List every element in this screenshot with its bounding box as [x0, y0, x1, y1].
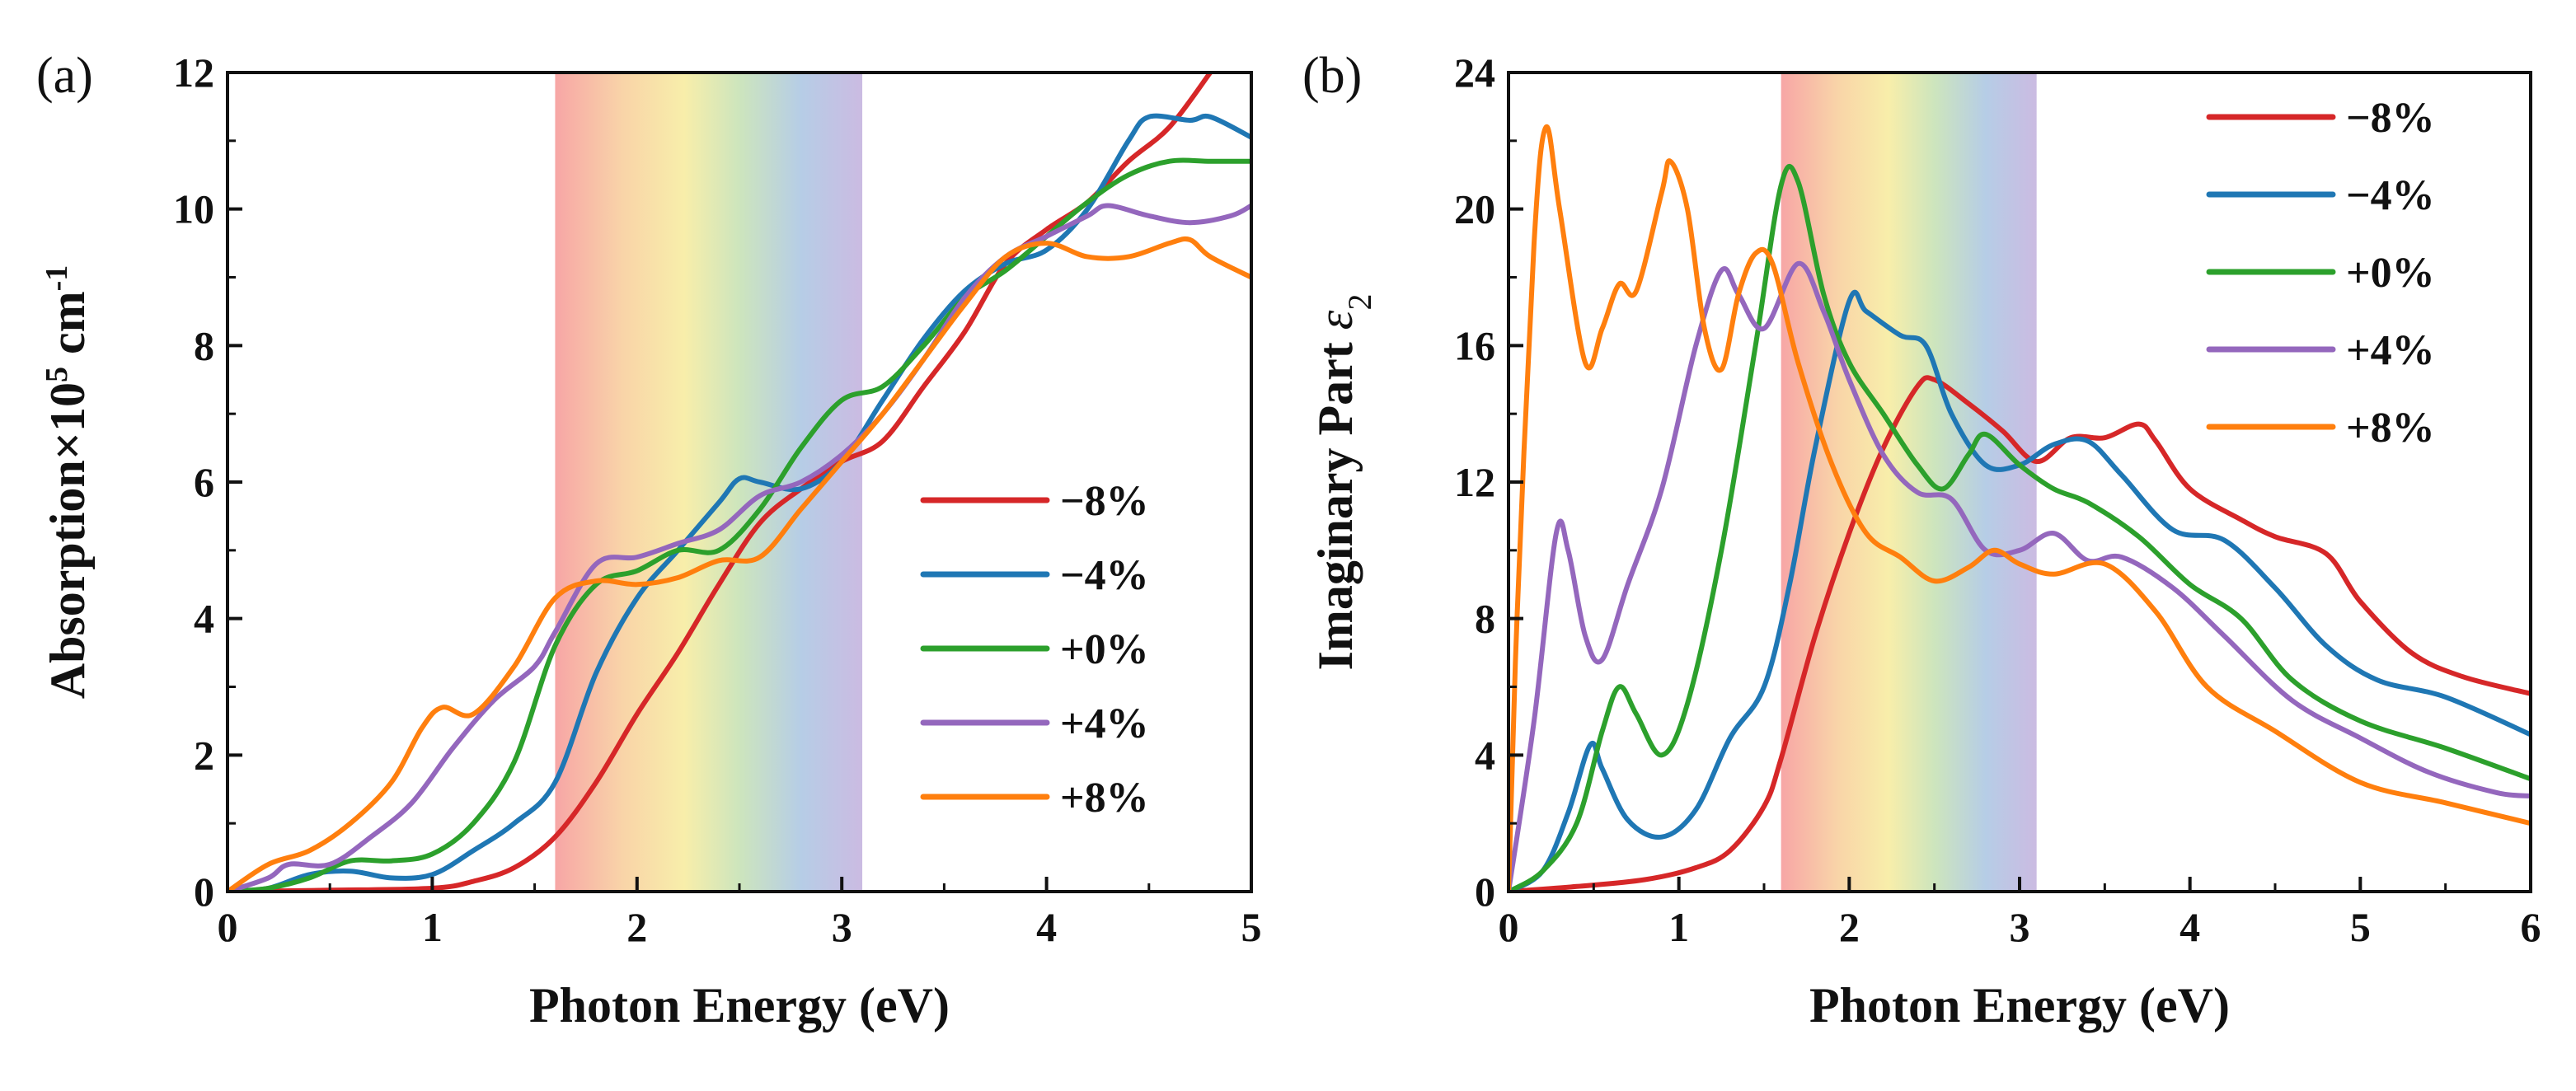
panel-b-y-tick-label: 16	[1454, 322, 1495, 368]
panel-b-x-tick-label: 3	[2010, 904, 2030, 950]
panel-b-series-line-4	[1509, 124, 2531, 892]
panel-a-y-axis-title: Absorption×105 cm-1	[40, 265, 95, 700]
panel-b-series-line-2	[1509, 164, 2531, 892]
panel-a-y-tick-label: 6	[194, 459, 214, 505]
panel-b-legend: −8% −4% +0% +4% +8%	[2206, 95, 2435, 452]
panel-a-y-tick-label: 2	[194, 732, 214, 778]
panel-b-series-line-3	[1509, 260, 2531, 892]
panel-a-series-line-3	[228, 203, 1251, 892]
panel-b-series-layer	[1509, 124, 2531, 892]
panel-b-legend-label-2: +0%	[2346, 250, 2435, 297]
panel-a-y-title-sup1: 5	[40, 367, 74, 382]
panel-a-x-tick-label: 3	[832, 904, 852, 950]
panel-b-legend-label-3: +4%	[2346, 327, 2435, 374]
panel-a-x-axis-title: Photon Energy (eV)	[529, 978, 950, 1032]
panel-a-legend-label-4: +8%	[1060, 775, 1149, 822]
panel-a-y-title-mid: cm	[40, 291, 95, 367]
panel-a-x-tick-label: 1	[422, 904, 443, 950]
panel-a-series-line-1	[228, 113, 1251, 892]
panel-b-legend-label-4: +8%	[2346, 405, 2435, 452]
panel-a-y-tick-label: 8	[194, 322, 214, 368]
panel-b-series-line-1	[1509, 289, 2531, 892]
panel-b-x-axis-title: Photon Energy (eV)	[1809, 978, 2230, 1032]
panel-a-y-tick-label: 0	[194, 869, 214, 915]
panel-b-y-tick-label: 12	[1454, 459, 1495, 505]
panel-a-series-line-2	[228, 157, 1251, 892]
panel-b-legend-label-0: −8%	[2346, 95, 2435, 142]
panel-b-x-tick-label: 1	[1668, 904, 1689, 950]
panel-b-y-title-epsilon: ε	[1308, 310, 1363, 330]
panel-a-legend-label-1: −4%	[1060, 552, 1149, 599]
panel-b-x-tick-label: 2	[1839, 904, 1860, 950]
panel-a-series-line-4	[228, 236, 1251, 892]
panel-a-series-layer	[228, 73, 1251, 892]
panel-b-y-tick-label: 24	[1454, 49, 1495, 96]
panel-a-legend: −8% −4% +0% +4% +8%	[920, 478, 1149, 822]
panel-b-series-line-0	[1509, 375, 2531, 892]
panel-a-series-line-0	[228, 73, 1213, 892]
panel-b-y-tick-label: 20	[1454, 186, 1495, 232]
panel-b-x-tick-label: 6	[2521, 904, 2541, 950]
panel-a-legend-label-2: +0%	[1060, 626, 1149, 673]
panel-a-x-tick-label: 4	[1036, 904, 1057, 950]
panel-b-y-title-sub: 2	[1341, 294, 1378, 311]
panel-b-y-axis-title: Imaginary Part ε2	[1308, 294, 1378, 671]
panel-a-y-title-main: Absorption×10	[40, 382, 95, 699]
panel-a-x-tick-label: 2	[626, 904, 647, 950]
panel-b-x-tick-label: 0	[1499, 904, 1519, 950]
panel-b-x-tick-label: 5	[2350, 904, 2371, 950]
panel-a-legend-label-3: +4%	[1060, 700, 1149, 747]
panel-b-x-tick-label: 4	[2180, 904, 2200, 950]
panel-b-legend-label-1: −4%	[2346, 172, 2435, 219]
panel-b-y-tick-label: 4	[1475, 732, 1495, 778]
panel-a-y-tick-label: 10	[173, 186, 214, 232]
panel-b-y-tick-label: 0	[1475, 869, 1495, 915]
panel-b-y-title-main: Imaginary Part	[1308, 330, 1363, 670]
panel-a-y-tick-label: 12	[173, 49, 214, 96]
panel-b-letter: (b)	[1302, 48, 1362, 104]
panel-b-visible-spectrum-band	[1781, 73, 2037, 892]
panel-a-y-tick-label: 4	[194, 596, 214, 642]
panel-a-x-tick-label: 5	[1241, 904, 1262, 950]
panel-a-y-title-sup2: -1	[40, 265, 74, 292]
panel-a-x-tick-label: 0	[218, 904, 238, 950]
panel-a-legend-label-0: −8%	[1060, 478, 1149, 525]
panel-a-letter: (a)	[36, 48, 93, 104]
panel-b-y-tick-label: 8	[1475, 596, 1495, 642]
panel-b-band-layer	[1781, 73, 2037, 892]
